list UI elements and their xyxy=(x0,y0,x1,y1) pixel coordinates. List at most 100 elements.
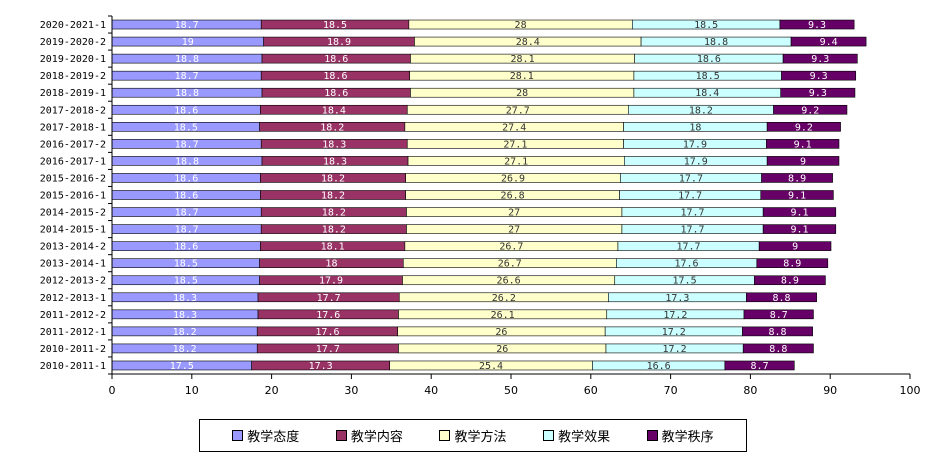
data-label: 17.3 xyxy=(665,293,689,304)
data-label: 18.3 xyxy=(322,139,346,150)
y-tick-label: 2015-2016-1 xyxy=(40,191,106,202)
data-label: 17.3 xyxy=(309,361,333,372)
legend-swatch xyxy=(335,430,347,441)
y-tick-label: 2018-2019-1 xyxy=(40,88,106,99)
y-tick-label: 2012-2013-2 xyxy=(40,276,106,287)
data-label: 9.2 xyxy=(801,105,819,116)
bar-segment xyxy=(758,241,832,251)
y-tick-label: 2014-2015-2 xyxy=(40,208,106,219)
data-label: 9.1 xyxy=(794,139,812,150)
data-label: 9.3 xyxy=(811,54,829,65)
data-label: 17.9 xyxy=(684,156,708,167)
data-label: 18.6 xyxy=(323,71,347,82)
legend-label: 教学秩序 xyxy=(661,430,714,445)
x-tick-label: 0 xyxy=(109,384,116,397)
data-label: 18.8 xyxy=(175,54,199,65)
data-label: 18.5 xyxy=(174,259,198,270)
x-tick-label: 30 xyxy=(344,384,358,397)
y-tick-label: 2018-2019-2 xyxy=(40,71,106,82)
y-tick-label: 2019-2020-1 xyxy=(40,54,106,65)
data-label: 18.5 xyxy=(694,20,718,31)
data-label: 27 xyxy=(508,225,520,236)
data-label: 8.8 xyxy=(769,327,787,338)
bar-segment xyxy=(773,104,848,115)
legend-swatch xyxy=(646,430,658,441)
data-label: 9.1 xyxy=(788,191,806,202)
data-label: 17.7 xyxy=(680,208,704,219)
data-label: 18.3 xyxy=(173,293,197,304)
data-label: 9.1 xyxy=(790,225,808,236)
data-label: 9.3 xyxy=(810,71,828,82)
data-label: 27.4 xyxy=(502,122,526,133)
y-tick-label: 2014-2015-1 xyxy=(40,225,106,236)
data-label: 25.4 xyxy=(479,361,503,372)
data-label: 18.2 xyxy=(320,122,344,133)
bar-segment xyxy=(754,275,826,286)
y-tick-label: 2016-2017-2 xyxy=(40,139,106,150)
legend-swatch xyxy=(232,430,244,441)
data-label: 17.6 xyxy=(316,310,340,321)
data-label: 28.4 xyxy=(516,37,540,48)
data-label: 18.2 xyxy=(689,105,713,116)
bar-segment xyxy=(766,122,841,132)
data-label: 8.9 xyxy=(788,173,806,184)
data-label: 18.5 xyxy=(696,71,720,82)
data-label: 26 xyxy=(496,344,508,355)
legend-label: 教学内容 xyxy=(350,430,403,445)
bar-segment xyxy=(742,326,813,337)
y-tick-label: 2013-2014-2 xyxy=(40,242,106,253)
data-label: 17.9 xyxy=(319,276,343,287)
data-label: 18 xyxy=(689,122,701,133)
data-label: 19 xyxy=(182,37,194,48)
data-label: 18.7 xyxy=(175,225,199,236)
data-label: 18.2 xyxy=(173,327,197,338)
data-label: 18.2 xyxy=(321,191,345,202)
data-label: 18.3 xyxy=(323,156,347,167)
data-label: 17.7 xyxy=(677,242,701,253)
data-label: 17.2 xyxy=(662,327,686,338)
data-label: 27.1 xyxy=(504,156,528,167)
bar-segment xyxy=(724,360,795,371)
y-tick-label: 2015-2016-2 xyxy=(40,173,106,184)
data-label: 17.6 xyxy=(675,259,699,270)
x-tick-label: 100 xyxy=(900,384,921,397)
legend-swatch xyxy=(439,430,451,441)
legend-label: 教学态度 xyxy=(247,430,300,445)
x-tick-label: 40 xyxy=(424,384,438,397)
data-label: 26.6 xyxy=(497,276,521,287)
data-label: 18.9 xyxy=(327,37,351,48)
legend-label: 教学效果 xyxy=(558,430,611,445)
y-tick-label: 2011-2012-2 xyxy=(40,310,106,321)
chart-legend: 教学态度 教学内容 教学方法 教学效果 教学秩序 xyxy=(199,419,747,452)
bar-segment xyxy=(766,156,840,166)
data-label: 17.6 xyxy=(315,327,339,338)
data-label: 18.6 xyxy=(324,88,348,99)
bar-segment xyxy=(756,258,829,268)
data-label: 26.1 xyxy=(491,310,515,321)
data-label: 8.8 xyxy=(769,344,787,355)
bar-segment xyxy=(782,53,858,64)
data-label: 17.7 xyxy=(317,293,341,304)
x-tick-label: 50 xyxy=(504,384,518,397)
y-tick-label: 2017-2018-2 xyxy=(40,105,106,116)
data-label: 8.7 xyxy=(770,310,788,321)
data-label: 9.4 xyxy=(820,37,838,48)
x-tick-label: 60 xyxy=(584,384,598,397)
x-tick-label: 80 xyxy=(743,384,757,397)
y-tick-label: 2013-2014-1 xyxy=(40,259,106,270)
data-label: 26.8 xyxy=(501,191,525,202)
data-label: 26.7 xyxy=(499,242,523,253)
data-label: 18.5 xyxy=(323,20,347,31)
y-tick-label: 2010-2011-2 xyxy=(40,344,106,355)
y-tick-label: 2017-2018-1 xyxy=(40,122,106,133)
data-label: 18.6 xyxy=(174,173,198,184)
data-label: 18 xyxy=(325,259,337,270)
data-label: 17.7 xyxy=(680,225,704,236)
data-label: 18.8 xyxy=(175,156,199,167)
x-tick-label: 90 xyxy=(823,384,837,397)
data-label: 27.1 xyxy=(503,139,527,150)
bar-segment xyxy=(743,309,814,320)
data-label: 17.7 xyxy=(679,173,703,184)
legend-item: 教学方法 xyxy=(439,426,506,445)
